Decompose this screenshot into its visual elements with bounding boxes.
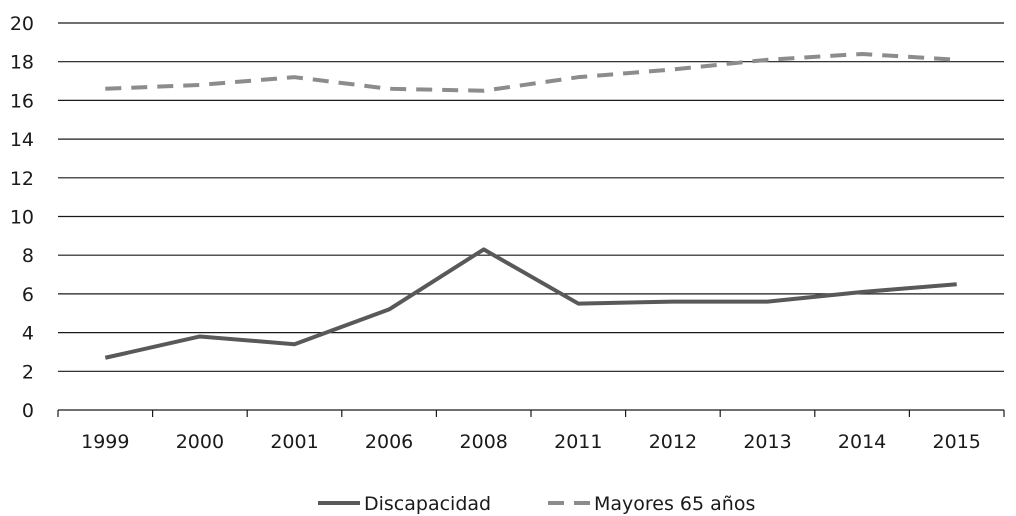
series-line-0: [104, 247, 957, 360]
y-tick-label: 0: [22, 400, 34, 422]
y-tick-label: 20: [10, 13, 34, 35]
x-tick-label: 2000: [176, 431, 224, 453]
y-tick-label: 2: [22, 361, 34, 383]
series-line-1: [105, 51, 957, 93]
legend-label: Discapacidad: [364, 493, 491, 515]
y-tick-label: 6: [22, 284, 34, 306]
y-tick-label: 18: [10, 52, 34, 74]
legend-label: Mayores 65 años: [594, 493, 755, 515]
x-tick-label: 1999: [81, 431, 129, 453]
x-tick-label: 2014: [838, 431, 886, 453]
y-tick-label: 8: [22, 245, 34, 267]
x-axis: 1999 2000 2001 2006 2008 2011 2012 2013 2014 2015: [57, 409, 1005, 453]
x-tick-label: 2013: [743, 431, 791, 453]
y-tick-label: 12: [10, 168, 34, 190]
gridlines: [58, 22, 1004, 372]
y-axis: 0 2 4 6 8 10 12 14 16 18 20: [10, 13, 34, 422]
y-tick-label: 16: [10, 90, 34, 112]
x-tick-label: 2008: [460, 431, 508, 453]
x-tick-label: 2015: [933, 431, 981, 453]
x-tick-label: 2001: [270, 431, 318, 453]
y-tick-label: 4: [22, 323, 34, 345]
y-tick-label: 14: [10, 129, 34, 151]
x-tick-label: 2006: [365, 431, 413, 453]
legend: Discapacidad Mayores 65 años: [318, 493, 755, 515]
x-tick-label: 2012: [649, 431, 697, 453]
x-tick-label: 2011: [554, 431, 602, 453]
series-lines: [104, 51, 957, 360]
y-tick-label: 10: [10, 207, 34, 229]
